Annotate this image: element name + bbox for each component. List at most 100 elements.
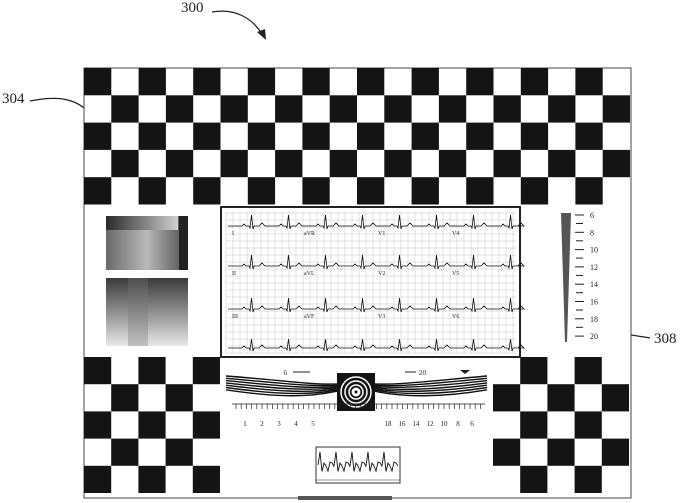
checker-square: [138, 411, 165, 438]
checker-square: [330, 150, 357, 177]
leader-300-arrow: [212, 11, 262, 34]
ecg-lead-label: V3: [378, 314, 385, 320]
wedge-right-tick-label: 10: [441, 420, 449, 428]
checker-square: [439, 95, 466, 122]
checker-square: [84, 68, 111, 95]
wedge-right-tick-label: 8: [456, 420, 460, 428]
checker-square: [494, 150, 521, 177]
leader-300-arrowhead: [257, 29, 266, 40]
checker-square: [493, 439, 520, 466]
scale-label: 16: [590, 298, 598, 307]
checker-square: [302, 68, 329, 95]
checker-square: [193, 68, 220, 95]
image-patch-bottom-shade: [128, 278, 148, 346]
checker-square: [521, 177, 548, 204]
checker-square: [493, 384, 520, 411]
checker-square: [138, 466, 165, 493]
checker-square: [466, 123, 493, 150]
ecg-lead-label: aVR: [304, 231, 315, 237]
checker-square: [166, 439, 193, 466]
checker-square: [111, 150, 138, 177]
scale-label: 18: [590, 315, 598, 324]
wedge-left-tick-label: 4: [294, 420, 298, 428]
image-patch-group: [106, 216, 188, 346]
checker-square: [357, 68, 384, 95]
checker-square: [547, 384, 574, 411]
ecg-lead-label: V2: [378, 271, 385, 277]
scale-label: 6: [590, 211, 594, 220]
checker-square: [193, 357, 220, 384]
scale-label: 12: [590, 263, 598, 272]
checker-square: [139, 68, 166, 95]
checker-square: [139, 123, 166, 150]
checker-square: [139, 177, 166, 204]
checker-square: [575, 123, 602, 150]
checker-square: [84, 123, 111, 150]
ecg-lead-label: V4: [452, 231, 459, 237]
checker-square: [275, 150, 302, 177]
checker-square: [602, 439, 629, 466]
checker-square: [575, 68, 602, 95]
ecg-lead-label: aVF: [304, 314, 315, 320]
checkerboard-top: [84, 68, 630, 205]
checker-square: [138, 357, 165, 384]
ecg-lead-label: V1: [378, 231, 385, 237]
image-patch-top-strip: [106, 216, 178, 230]
checker-square: [84, 411, 111, 438]
checker-square: [193, 466, 220, 493]
checker-square: [248, 177, 275, 204]
checker-square: [221, 150, 248, 177]
checker-square: [84, 466, 111, 493]
checker-square: [357, 177, 384, 204]
checker-square: [575, 466, 602, 493]
checker-square: [548, 150, 575, 177]
checker-square: [302, 123, 329, 150]
checker-square: [166, 384, 193, 411]
checker-square: [275, 95, 302, 122]
checker-square: [248, 68, 275, 95]
checker-square: [521, 123, 548, 150]
bottom-tab: [298, 496, 392, 500]
checker-square: [520, 357, 547, 384]
checker-square: [193, 177, 220, 204]
checker-square: [412, 68, 439, 95]
ecg-lead-label: III: [232, 314, 238, 320]
checker-square: [193, 123, 220, 150]
ecg-lead-label: II: [232, 271, 236, 277]
checker-square: [603, 95, 630, 122]
wedge-left-tick-label: 3: [277, 420, 281, 428]
checker-square: [384, 150, 411, 177]
checker-square: [111, 384, 138, 411]
checker-square: [520, 411, 547, 438]
checkerboard-bottom-left: [84, 357, 220, 493]
checker-square: [603, 150, 630, 177]
checker-square: [357, 123, 384, 150]
checker-square: [520, 466, 547, 493]
wedge-right-label: 20: [419, 369, 427, 377]
image-patch-side-bar: [179, 216, 188, 270]
checker-square: [84, 357, 111, 384]
checker-square: [494, 95, 521, 122]
scale-label: 10: [590, 246, 598, 255]
checker-square: [548, 95, 575, 122]
ecg-panel-frame: [221, 207, 520, 357]
checker-square: [384, 95, 411, 122]
leader-304-line: [30, 98, 84, 108]
wedge-right-tick-label: 18: [385, 420, 393, 428]
checker-square: [439, 150, 466, 177]
checker-square: [193, 411, 220, 438]
scale-label: 14: [590, 280, 598, 289]
wedge-right-tick-label: 16: [399, 420, 407, 428]
checker-square: [248, 123, 275, 150]
checker-square: [521, 68, 548, 95]
checker-square: [330, 95, 357, 122]
checker-square: [575, 357, 602, 384]
checker-square: [166, 95, 193, 122]
checker-square: [575, 177, 602, 204]
scale-label: 8: [590, 228, 594, 237]
scale-label: 20: [590, 332, 598, 341]
checker-square: [602, 384, 629, 411]
ecg-lead-label: aVL: [304, 271, 315, 277]
checker-square: [466, 177, 493, 204]
